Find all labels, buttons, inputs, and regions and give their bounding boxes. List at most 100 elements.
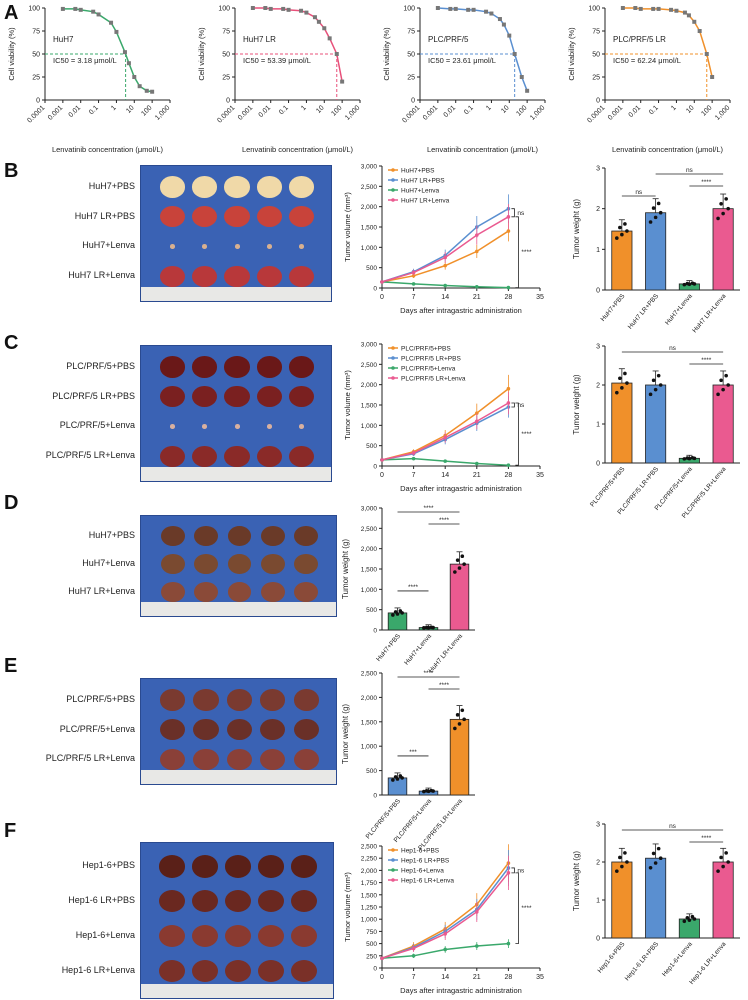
tumor-sample [225,890,251,913]
data-dot [462,717,466,722]
data-point [674,8,679,13]
photo-row-label: PLC/PRF/5 LR+Lenva [45,753,135,764]
y-tick-label: 2,250 [361,856,378,863]
tumor-sample [256,265,283,287]
x-axis-label: Lenvatinib concentration (μmol/L) [612,145,724,154]
x-tick-label: 1 [670,104,678,112]
photo-row-label: HuH7+PBS [88,180,135,191]
series-point [506,285,511,290]
tumor-sample [299,424,305,429]
data-point [484,9,489,14]
ic50-label: IC50 = 53.39 μmol/L [243,56,311,65]
ruler [141,467,331,481]
y-tick-label: 1,750 [361,880,378,887]
y-tick-label: 2,000 [361,546,378,553]
x-tick-label: 0.1 [278,104,290,116]
tumor-sample [159,356,185,378]
tumor-sample [160,582,185,603]
series-point [475,910,479,914]
data-dot [719,378,723,383]
x-category-label: HuH7+PBS [600,292,627,323]
data-point [507,33,512,38]
series-line-3 [381,216,509,283]
data-point [501,22,506,27]
x-tick-label: 28 [505,974,513,981]
data-point [73,6,78,11]
x-tick-label: 10 [685,104,696,115]
tumor-sample [192,890,219,913]
y-tick-label: 2 [596,383,600,390]
tumor-sample [294,582,319,603]
x-tick-label: 0 [380,294,384,301]
legend-marker [391,878,395,882]
series-point [411,282,416,286]
data-dot [462,562,466,566]
sig-label: **** [521,431,532,438]
bracket-ns [511,402,515,408]
panel-letter-c: C [4,332,19,354]
data-dot [653,861,658,865]
x-tick-label: 10 [315,104,326,115]
data-dot [623,222,627,226]
tumor-sample [293,748,319,770]
panel-letter-a: A [4,2,19,24]
x-tick-label: 100 [515,104,528,117]
series-point [475,284,479,289]
y-tick-label: 2,500 [361,526,378,533]
panel-letter-d: D [4,492,19,514]
data-point [682,10,687,15]
ic50-label: IC50 = 3.18 μmol/L [53,56,117,65]
legend-label: PLC/PRF/5 LR+PBS [401,356,461,363]
data-point [91,9,96,14]
series-point [506,229,511,233]
data-point [122,50,127,55]
x-tick-label: 14 [441,472,449,479]
tumor-sample [224,206,250,228]
y-axis-label: Tumor volume (mm³) [343,872,352,942]
data-dot [651,206,656,210]
data-dot [453,726,457,731]
tumor-sample [227,582,252,603]
x-tick-label: 100 [140,104,153,117]
series-point [475,461,479,466]
data-point [651,6,656,11]
x-tick-label: 0.01 [628,104,643,119]
photo-row-label: PLC/PRF/5+PBS [66,360,135,371]
x-tick-label: 1 [110,104,118,112]
y-tick-label: 0 [373,464,377,471]
series-point [506,871,511,875]
data-point [466,7,471,12]
tumor-photo-e: PLC/PRF/5+PBS PLC/PRF/5+Lenva PLC/PRF/5 LR… [46,678,337,785]
y-tick-label: 0 [596,288,600,295]
tumor-photo-f: Hep1-6+PBS Hep1-6 LR+PBS Hep1-6+Lenva Hep1-… [62,842,334,999]
tumor-sample [234,244,240,249]
y-tick-label: 2,000 [361,382,378,389]
series-line-0 [381,388,509,461]
data-point [448,6,453,11]
data-dot [724,851,728,855]
tumor-sample [194,554,218,575]
legend-marker [391,198,395,202]
tumor-sample [191,176,218,198]
data-dot [648,865,653,870]
photo-row-label: PLC/PRF/5+Lenva [59,723,135,734]
tumor-sample [191,265,218,287]
sig-label: ns [517,867,525,874]
tumor-sample [226,748,253,770]
x-tick-label: 0.1 [648,104,660,116]
y-tick-label: 25 [407,75,415,82]
data-point [334,52,339,56]
data-dot [726,383,730,387]
y-axis-label: Cell viability (%) [7,27,16,81]
sig-label: **** [521,249,532,256]
tumor-sample [160,718,186,741]
legend-label: Hep1-6+PBS [401,848,440,855]
bar-0 [611,382,633,464]
data-dot [653,387,658,392]
tumor-photo-b: HuH7+PBS HuH7 LR+PBS HuH7+Lenva HuH7 LR+Len… [68,165,332,302]
ic50-label: IC50 = 23.61 μmol/L [428,56,496,65]
bar-1 [645,384,667,464]
